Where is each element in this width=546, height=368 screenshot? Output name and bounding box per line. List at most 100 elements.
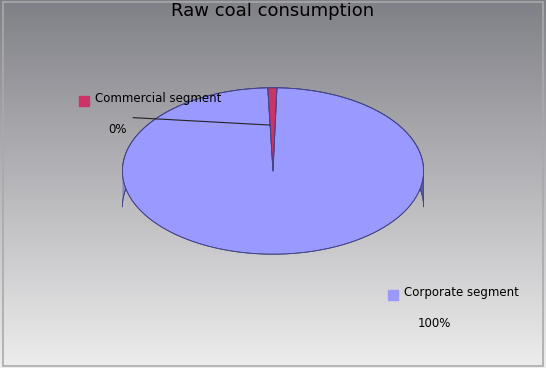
Polygon shape <box>304 89 308 126</box>
Polygon shape <box>188 101 191 138</box>
Polygon shape <box>198 98 201 135</box>
Polygon shape <box>139 131 141 169</box>
Polygon shape <box>230 91 234 127</box>
Polygon shape <box>411 137 412 175</box>
Polygon shape <box>246 89 250 125</box>
Polygon shape <box>419 152 420 190</box>
Polygon shape <box>273 88 277 123</box>
Polygon shape <box>395 122 397 159</box>
Polygon shape <box>130 143 131 181</box>
Polygon shape <box>156 117 158 154</box>
Polygon shape <box>407 133 409 171</box>
Polygon shape <box>242 89 246 125</box>
Polygon shape <box>401 127 403 165</box>
Polygon shape <box>253 88 257 124</box>
Polygon shape <box>147 124 149 161</box>
Polygon shape <box>289 88 293 124</box>
Polygon shape <box>167 111 169 148</box>
Polygon shape <box>371 108 374 145</box>
Polygon shape <box>191 100 194 137</box>
Polygon shape <box>403 130 405 167</box>
Polygon shape <box>338 96 341 132</box>
Polygon shape <box>399 125 401 163</box>
Polygon shape <box>185 102 188 139</box>
Polygon shape <box>212 94 215 131</box>
Polygon shape <box>234 90 238 126</box>
Polygon shape <box>149 122 151 159</box>
Polygon shape <box>341 97 345 134</box>
Polygon shape <box>194 99 198 136</box>
Bar <box>79 96 88 106</box>
Polygon shape <box>316 91 319 127</box>
Polygon shape <box>269 88 273 123</box>
Text: 0%: 0% <box>109 123 127 136</box>
Polygon shape <box>181 104 185 141</box>
Polygon shape <box>377 111 379 148</box>
Polygon shape <box>397 124 399 161</box>
Polygon shape <box>153 118 156 156</box>
Polygon shape <box>277 88 281 124</box>
Polygon shape <box>131 141 133 179</box>
Polygon shape <box>388 117 390 154</box>
Polygon shape <box>134 137 135 175</box>
Polygon shape <box>281 88 285 124</box>
Polygon shape <box>300 89 304 125</box>
Polygon shape <box>215 93 219 130</box>
Polygon shape <box>352 100 355 137</box>
Polygon shape <box>323 92 327 129</box>
Polygon shape <box>125 154 126 191</box>
Polygon shape <box>365 105 368 142</box>
Polygon shape <box>175 106 178 144</box>
Polygon shape <box>164 112 167 149</box>
Polygon shape <box>285 88 289 124</box>
Text: Corporate segment: Corporate segment <box>404 286 519 300</box>
Polygon shape <box>265 88 269 124</box>
Polygon shape <box>201 97 205 134</box>
Polygon shape <box>127 149 128 187</box>
Polygon shape <box>368 106 371 144</box>
Polygon shape <box>296 89 300 125</box>
Polygon shape <box>379 112 382 149</box>
Polygon shape <box>250 88 253 124</box>
Polygon shape <box>319 92 323 128</box>
Polygon shape <box>412 139 413 177</box>
Polygon shape <box>416 145 417 183</box>
Polygon shape <box>137 133 139 171</box>
Polygon shape <box>143 127 145 165</box>
Polygon shape <box>355 101 358 138</box>
Polygon shape <box>257 88 261 124</box>
Polygon shape <box>208 95 212 131</box>
Polygon shape <box>413 141 415 179</box>
Polygon shape <box>334 95 338 131</box>
Polygon shape <box>345 98 348 135</box>
Polygon shape <box>312 91 316 127</box>
Bar <box>388 290 398 300</box>
Polygon shape <box>178 105 181 142</box>
Polygon shape <box>122 88 424 254</box>
Polygon shape <box>238 89 242 126</box>
Polygon shape <box>327 93 331 130</box>
Polygon shape <box>151 120 153 158</box>
Polygon shape <box>348 99 352 136</box>
Polygon shape <box>158 115 161 153</box>
Text: Commercial segment: Commercial segment <box>94 92 221 105</box>
Polygon shape <box>393 120 395 158</box>
Polygon shape <box>261 88 265 124</box>
Polygon shape <box>227 91 230 127</box>
Polygon shape <box>126 152 127 190</box>
Polygon shape <box>145 125 147 163</box>
Polygon shape <box>374 109 377 146</box>
Polygon shape <box>390 118 393 156</box>
Polygon shape <box>415 143 416 181</box>
Text: 100%: 100% <box>418 317 451 330</box>
Polygon shape <box>385 115 388 153</box>
Polygon shape <box>223 92 227 128</box>
Polygon shape <box>331 94 334 131</box>
Polygon shape <box>409 135 411 173</box>
Polygon shape <box>141 130 143 167</box>
Polygon shape <box>417 147 418 185</box>
Polygon shape <box>161 114 164 151</box>
Polygon shape <box>418 149 419 187</box>
Polygon shape <box>358 102 361 139</box>
Polygon shape <box>308 90 312 126</box>
